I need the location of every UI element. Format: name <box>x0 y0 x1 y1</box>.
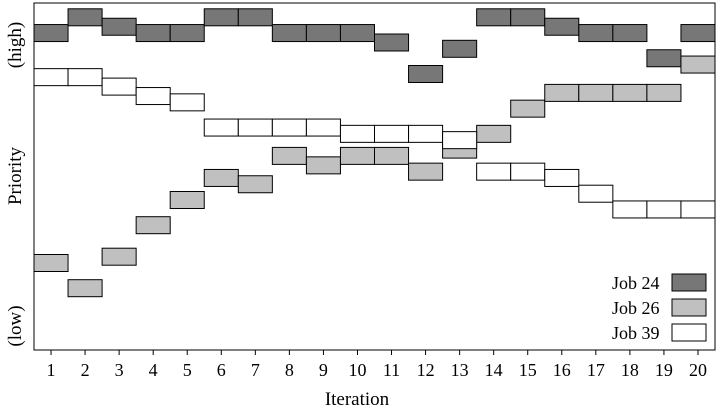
bar-job24-iter-16 <box>544 17 580 36</box>
x-tick-label-4: 4 <box>149 360 158 380</box>
x-tick-label-1: 1 <box>47 360 56 380</box>
x-tick-label-12: 12 <box>417 360 435 380</box>
bar-job26-iter-11 <box>374 146 410 165</box>
legend-label-job26: Job 26 <box>612 298 660 318</box>
bar-job24-iter-19 <box>646 49 682 68</box>
x-tick-label-20: 20 <box>689 360 707 380</box>
bar-job26-iter-19 <box>646 83 682 102</box>
bar-job26-iter-16 <box>544 83 580 102</box>
bar-job39-iter-17 <box>578 184 614 203</box>
bar-job26-iter-1 <box>33 254 69 272</box>
y-low-label: (low) <box>5 305 26 346</box>
bar-job24-iter-10 <box>339 24 376 43</box>
bar-job24-iter-13 <box>442 39 478 58</box>
bar-job26-iter-15 <box>510 99 546 118</box>
x-ticks: 1 2 3 4 5 6 7 8 9 10 11 12 13 14 15 16 17 18 19 20 <box>47 350 707 380</box>
legend-swatch-job39 <box>671 323 707 342</box>
bar-job26-iter-10 <box>339 146 376 165</box>
bar-job24-iter-15 <box>510 8 546 27</box>
bar-job26-iter-6 <box>203 168 239 187</box>
bar-job24-iter-11 <box>374 33 410 52</box>
bar-job39-iter-3 <box>101 77 137 96</box>
bar-job24-iter-7 <box>237 8 273 27</box>
legend-swatch-job26 <box>671 298 707 317</box>
y-high-label: (high) <box>5 22 26 68</box>
bar-job26-iter-5 <box>169 191 205 209</box>
legend-label-job39: Job 39 <box>612 323 660 343</box>
bar-job24-iter-14 <box>476 8 512 27</box>
bar-job39-iter-10 <box>339 124 376 143</box>
bar-job39-iter-9 <box>305 118 341 137</box>
bar-job24-iter-4 <box>135 24 171 43</box>
bar-job24-iter-3 <box>101 17 137 36</box>
bar-job26-iter-20 <box>680 55 716 74</box>
bar-job24-iter-17 <box>578 24 614 43</box>
bars-layer <box>33 8 716 298</box>
bar-job39-iter-8 <box>271 118 307 137</box>
bar-job24-iter-12 <box>408 65 444 83</box>
x-tick-label-11: 11 <box>383 360 400 380</box>
x-tick-label-14: 14 <box>485 360 503 380</box>
bar-job24-iter-2 <box>67 8 103 27</box>
bar-job24-iter-6 <box>203 8 239 27</box>
bar-job24-iter-20 <box>680 24 716 43</box>
bar-job39-iter-16 <box>544 168 580 187</box>
x-tick-label-15: 15 <box>519 360 537 380</box>
bar-job26-iter-17 <box>578 83 614 102</box>
bar-job24-iter-18 <box>612 24 648 43</box>
x-axis-title: Iteration <box>325 389 390 410</box>
legend-swatch-job24 <box>671 273 707 292</box>
bar-job26-iter-14 <box>476 124 512 143</box>
x-tick-label-19: 19 <box>655 360 673 380</box>
y-axis-title: Priority <box>5 146 26 205</box>
bar-job39-iter-6 <box>203 118 239 137</box>
bar-job26-iter-9 <box>305 156 341 175</box>
legend: Job 24 Job 26 Job 39 <box>612 273 707 343</box>
bar-job39-iter-19 <box>646 200 682 219</box>
bar-job26-iter-2 <box>67 279 103 298</box>
bar-job39-iter-14 <box>476 162 512 181</box>
x-tick-label-3: 3 <box>115 360 124 380</box>
bar-job24-iter-9 <box>305 24 341 43</box>
bar-job39-iter-1 <box>33 68 69 87</box>
bar-job39-iter-18 <box>612 200 648 219</box>
x-tick-label-17: 17 <box>587 360 605 380</box>
bar-job26-iter-3 <box>101 247 137 266</box>
bar-job26-iter-12 <box>408 162 444 181</box>
x-tick-label-7: 7 <box>251 360 260 380</box>
bar-job39-iter-5 <box>169 93 205 112</box>
bar-job26-iter-7 <box>237 175 273 194</box>
bar-job26-iter-8 <box>271 146 307 165</box>
legend-label-job24: Job 24 <box>612 273 660 293</box>
bar-job39-iter-13 <box>442 131 478 150</box>
x-tick-label-18: 18 <box>621 360 639 380</box>
bar-job39-iter-12 <box>408 124 444 143</box>
plot-frame <box>33 2 716 351</box>
bar-job39-iter-15 <box>510 162 546 181</box>
x-tick-label-9: 9 <box>319 360 328 380</box>
bar-job39-iter-4 <box>135 87 171 106</box>
bar-job26-iter-4 <box>135 216 171 235</box>
x-tick-label-13: 13 <box>451 360 469 380</box>
bar-job24-iter-5 <box>169 24 205 43</box>
bar-job39-iter-20 <box>680 200 716 219</box>
x-tick-label-16: 16 <box>553 360 571 380</box>
x-tick-label-8: 8 <box>285 360 294 380</box>
bar-job39-iter-2 <box>67 68 103 87</box>
bar-job24-iter-8 <box>271 24 307 43</box>
bar-job39-iter-11 <box>374 124 410 143</box>
x-tick-label-10: 10 <box>348 360 366 380</box>
bar-job39-iter-7 <box>237 118 273 137</box>
x-tick-label-5: 5 <box>183 360 192 380</box>
bar-job24-iter-1 <box>33 24 69 43</box>
x-tick-label-2: 2 <box>81 360 90 380</box>
x-tick-label-6: 6 <box>217 360 226 380</box>
bar-job26-iter-18 <box>612 83 648 102</box>
